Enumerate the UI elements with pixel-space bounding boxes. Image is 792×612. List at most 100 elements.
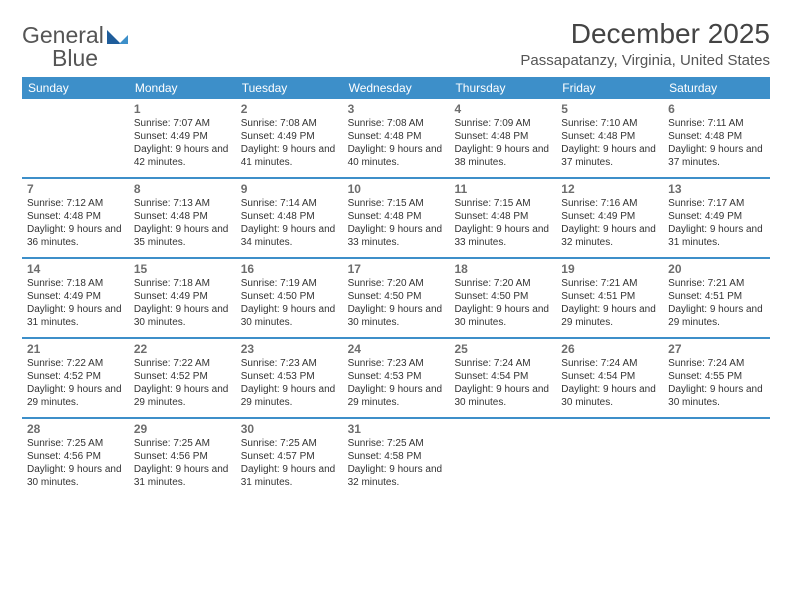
daylight-text: Daylight: 9 hours and 33 minutes. — [348, 223, 445, 249]
day-header: Thursday — [449, 77, 556, 99]
sunrise-text: Sunrise: 7:23 AM — [241, 357, 338, 370]
sunrise-text: Sunrise: 7:25 AM — [134, 437, 231, 450]
sunset-text: Sunset: 4:53 PM — [241, 370, 338, 383]
day-number: 13 — [668, 182, 765, 196]
day-info: Sunrise: 7:22 AMSunset: 4:52 PMDaylight:… — [134, 357, 231, 409]
sunset-text: Sunset: 4:48 PM — [454, 130, 551, 143]
header: General Blue December 2025 Passapatanzy,… — [22, 18, 770, 71]
day-info: Sunrise: 7:08 AMSunset: 4:48 PMDaylight:… — [348, 117, 445, 169]
sunset-text: Sunset: 4:49 PM — [27, 290, 124, 303]
sunset-text: Sunset: 4:48 PM — [348, 210, 445, 223]
sunset-text: Sunset: 4:54 PM — [561, 370, 658, 383]
daylight-text: Daylight: 9 hours and 31 minutes. — [134, 463, 231, 489]
day-cell: 21Sunrise: 7:22 AMSunset: 4:52 PMDayligh… — [22, 339, 129, 417]
day-number: 10 — [348, 182, 445, 196]
sunrise-text: Sunrise: 7:09 AM — [454, 117, 551, 130]
brand-part1: General — [22, 24, 104, 47]
day-info: Sunrise: 7:23 AMSunset: 4:53 PMDaylight:… — [348, 357, 445, 409]
daylight-text: Daylight: 9 hours and 30 minutes. — [454, 383, 551, 409]
day-cell: 28Sunrise: 7:25 AMSunset: 4:56 PMDayligh… — [22, 419, 129, 497]
day-cell: 15Sunrise: 7:18 AMSunset: 4:49 PMDayligh… — [129, 259, 236, 337]
day-cell: 30Sunrise: 7:25 AMSunset: 4:57 PMDayligh… — [236, 419, 343, 497]
brand-part2: Blue — [52, 45, 98, 71]
day-cell: 25Sunrise: 7:24 AMSunset: 4:54 PMDayligh… — [449, 339, 556, 417]
week-row: 1Sunrise: 7:07 AMSunset: 4:49 PMDaylight… — [22, 99, 770, 177]
day-number: 6 — [668, 102, 765, 116]
day-number: 1 — [134, 102, 231, 116]
sunset-text: Sunset: 4:50 PM — [241, 290, 338, 303]
triangle-icon — [119, 35, 128, 44]
daylight-text: Daylight: 9 hours and 29 minutes. — [561, 303, 658, 329]
sunrise-text: Sunrise: 7:18 AM — [134, 277, 231, 290]
day-number: 14 — [27, 262, 124, 276]
sunset-text: Sunset: 4:51 PM — [561, 290, 658, 303]
sunrise-text: Sunrise: 7:08 AM — [241, 117, 338, 130]
month-title: December 2025 — [520, 18, 770, 50]
daylight-text: Daylight: 9 hours and 29 minutes. — [668, 303, 765, 329]
sunrise-text: Sunrise: 7:12 AM — [27, 197, 124, 210]
day-number: 9 — [241, 182, 338, 196]
week-row: 21Sunrise: 7:22 AMSunset: 4:52 PMDayligh… — [22, 337, 770, 417]
day-cell: 11Sunrise: 7:15 AMSunset: 4:48 PMDayligh… — [449, 179, 556, 257]
day-info: Sunrise: 7:25 AMSunset: 4:57 PMDaylight:… — [241, 437, 338, 489]
daylight-text: Daylight: 9 hours and 31 minutes. — [241, 463, 338, 489]
day-number: 2 — [241, 102, 338, 116]
day-number: 28 — [27, 422, 124, 436]
daylight-text: Daylight: 9 hours and 30 minutes. — [241, 303, 338, 329]
sunset-text: Sunset: 4:52 PM — [27, 370, 124, 383]
sunset-text: Sunset: 4:49 PM — [134, 130, 231, 143]
day-cell: 9Sunrise: 7:14 AMSunset: 4:48 PMDaylight… — [236, 179, 343, 257]
calendar-grid: Sunday Monday Tuesday Wednesday Thursday… — [22, 77, 770, 497]
sunrise-text: Sunrise: 7:18 AM — [27, 277, 124, 290]
sunset-text: Sunset: 4:48 PM — [668, 130, 765, 143]
daylight-text: Daylight: 9 hours and 35 minutes. — [134, 223, 231, 249]
day-info: Sunrise: 7:24 AMSunset: 4:54 PMDaylight:… — [561, 357, 658, 409]
daylight-text: Daylight: 9 hours and 30 minutes. — [134, 303, 231, 329]
sunset-text: Sunset: 4:56 PM — [134, 450, 231, 463]
sunset-text: Sunset: 4:50 PM — [454, 290, 551, 303]
daylight-text: Daylight: 9 hours and 31 minutes. — [27, 303, 124, 329]
day-number: 30 — [241, 422, 338, 436]
day-number: 25 — [454, 342, 551, 356]
sunrise-text: Sunrise: 7:17 AM — [668, 197, 765, 210]
day-cell: 22Sunrise: 7:22 AMSunset: 4:52 PMDayligh… — [129, 339, 236, 417]
day-info: Sunrise: 7:11 AMSunset: 4:48 PMDaylight:… — [668, 117, 765, 169]
sunset-text: Sunset: 4:49 PM — [561, 210, 658, 223]
day-cell: 23Sunrise: 7:23 AMSunset: 4:53 PMDayligh… — [236, 339, 343, 417]
location-label: Passapatanzy, Virginia, United States — [520, 52, 770, 69]
sunrise-text: Sunrise: 7:14 AM — [241, 197, 338, 210]
day-info: Sunrise: 7:25 AMSunset: 4:56 PMDaylight:… — [134, 437, 231, 489]
day-info: Sunrise: 7:25 AMSunset: 4:58 PMDaylight:… — [348, 437, 445, 489]
day-header: Wednesday — [343, 77, 450, 99]
daylight-text: Daylight: 9 hours and 36 minutes. — [27, 223, 124, 249]
daylight-text: Daylight: 9 hours and 30 minutes. — [27, 463, 124, 489]
day-header: Monday — [129, 77, 236, 99]
day-info: Sunrise: 7:20 AMSunset: 4:50 PMDaylight:… — [454, 277, 551, 329]
day-header: Tuesday — [236, 77, 343, 99]
day-cell: 16Sunrise: 7:19 AMSunset: 4:50 PMDayligh… — [236, 259, 343, 337]
sunset-text: Sunset: 4:49 PM — [134, 290, 231, 303]
daylight-text: Daylight: 9 hours and 37 minutes. — [668, 143, 765, 169]
day-info: Sunrise: 7:17 AMSunset: 4:49 PMDaylight:… — [668, 197, 765, 249]
day-number: 18 — [454, 262, 551, 276]
day-number: 27 — [668, 342, 765, 356]
day-number: 5 — [561, 102, 658, 116]
day-cell: 18Sunrise: 7:20 AMSunset: 4:50 PMDayligh… — [449, 259, 556, 337]
day-info: Sunrise: 7:16 AMSunset: 4:49 PMDaylight:… — [561, 197, 658, 249]
sunrise-text: Sunrise: 7:11 AM — [668, 117, 765, 130]
sunset-text: Sunset: 4:50 PM — [348, 290, 445, 303]
day-cell: 20Sunrise: 7:21 AMSunset: 4:51 PMDayligh… — [663, 259, 770, 337]
sunrise-text: Sunrise: 7:24 AM — [454, 357, 551, 370]
day-cell: 13Sunrise: 7:17 AMSunset: 4:49 PMDayligh… — [663, 179, 770, 257]
sunrise-text: Sunrise: 7:20 AM — [348, 277, 445, 290]
sunset-text: Sunset: 4:48 PM — [134, 210, 231, 223]
daylight-text: Daylight: 9 hours and 34 minutes. — [241, 223, 338, 249]
day-number: 15 — [134, 262, 231, 276]
sunrise-text: Sunrise: 7:22 AM — [27, 357, 124, 370]
day-info: Sunrise: 7:20 AMSunset: 4:50 PMDaylight:… — [348, 277, 445, 329]
sunrise-text: Sunrise: 7:25 AM — [27, 437, 124, 450]
day-number: 17 — [348, 262, 445, 276]
day-cell — [556, 419, 663, 497]
day-info: Sunrise: 7:25 AMSunset: 4:56 PMDaylight:… — [27, 437, 124, 489]
sunset-text: Sunset: 4:48 PM — [454, 210, 551, 223]
